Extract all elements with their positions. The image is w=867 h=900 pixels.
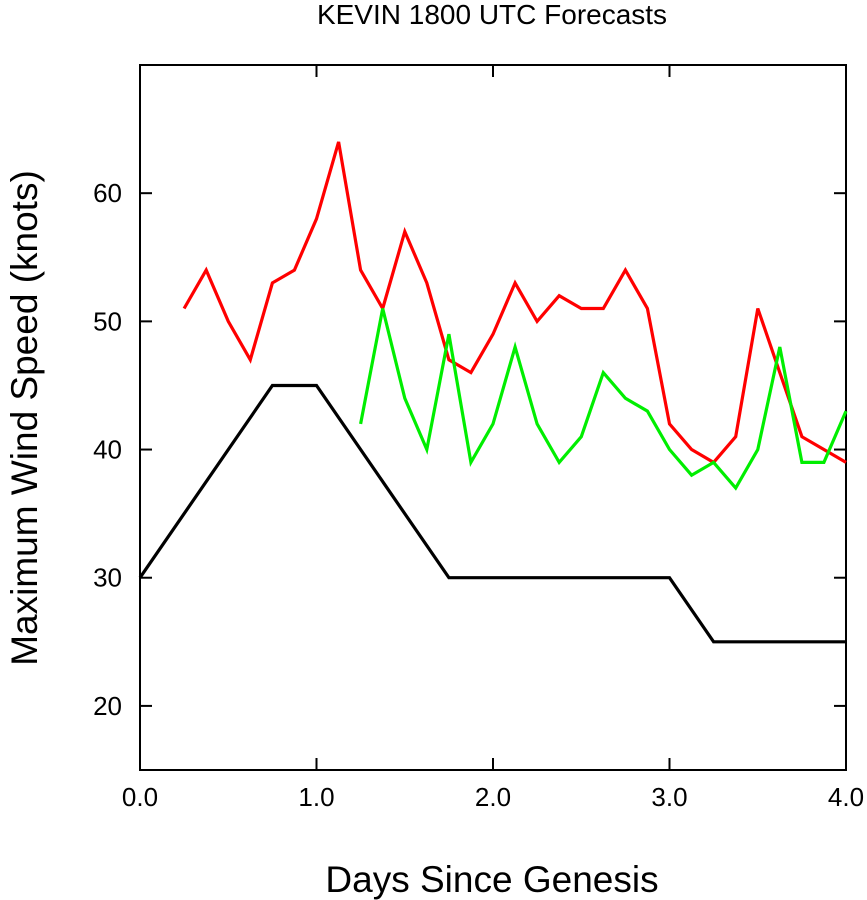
x-tick-label: 4.0	[828, 782, 864, 812]
series-line-2	[359, 308, 848, 491]
y-tick-label: 30	[93, 563, 122, 593]
y-tick-label: 50	[93, 306, 122, 336]
chart-title: KEVIN 1800 UTC Forecasts	[317, 0, 667, 30]
y-tick-label: 40	[93, 435, 122, 465]
y-tick-label: 20	[93, 691, 122, 721]
y-axis-label: Maximum Wind Speed (knots)	[4, 170, 45, 666]
x-axis-label: Days Since Genesis	[325, 859, 658, 900]
plot-area: 0.0 1.0 2.0 3.0 4.0 20 30 40 50 60	[93, 64, 864, 812]
series-line-1	[182, 141, 847, 465]
series-line-0	[138, 383, 846, 644]
x-tick-label: 0.0	[122, 782, 158, 812]
y-tick-label: 60	[93, 178, 122, 208]
x-tick-label: 3.0	[651, 782, 687, 812]
x-tick-label: 2.0	[475, 782, 511, 812]
x-tick-label: 1.0	[298, 782, 334, 812]
